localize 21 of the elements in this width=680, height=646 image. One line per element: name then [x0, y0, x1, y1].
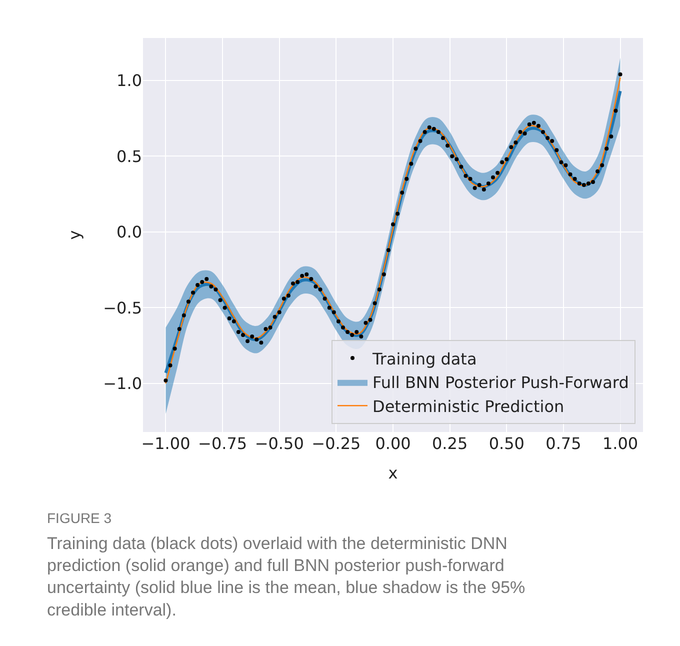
y-axis-title: y — [65, 230, 84, 240]
x-tick-label: −0.25 — [312, 434, 361, 453]
y-tick-label: −1.0 — [103, 374, 142, 394]
legend-label: Training data — [372, 349, 477, 368]
x-axis-title: x — [388, 464, 398, 483]
x-tick-label: 0.75 — [546, 434, 582, 453]
x-tick-label: 0.00 — [375, 434, 411, 453]
x-tick-label: 1.00 — [602, 434, 638, 453]
caption: FIGURE 3 — [47, 510, 112, 526]
x-tick-label: 0.50 — [488, 434, 524, 453]
x-tick-label: −0.75 — [198, 434, 248, 453]
y-tick-label: 0.5 — [116, 146, 142, 166]
x-tick-label: −0.50 — [254, 434, 304, 453]
legend-label: Full BNN Posterior Push-Forward — [372, 373, 629, 392]
text: Training data (black dots) overlaid with the deterministic DNN prediction (solid orange) and full BNN posterior push-forward uncertainty (solid blue line is the mean, blue shadow is the 95% credible interval). — [47, 534, 526, 620]
x-tick-label: 0.25 — [432, 434, 468, 453]
y-tick-label: −0.5 — [103, 298, 142, 318]
x-tick-label: −1.00 — [141, 434, 190, 453]
y-tick-label: 0.0 — [116, 222, 142, 242]
legend-label: Deterministic Prediction — [372, 396, 564, 416]
y-tick-label: 1.0 — [116, 71, 142, 90]
